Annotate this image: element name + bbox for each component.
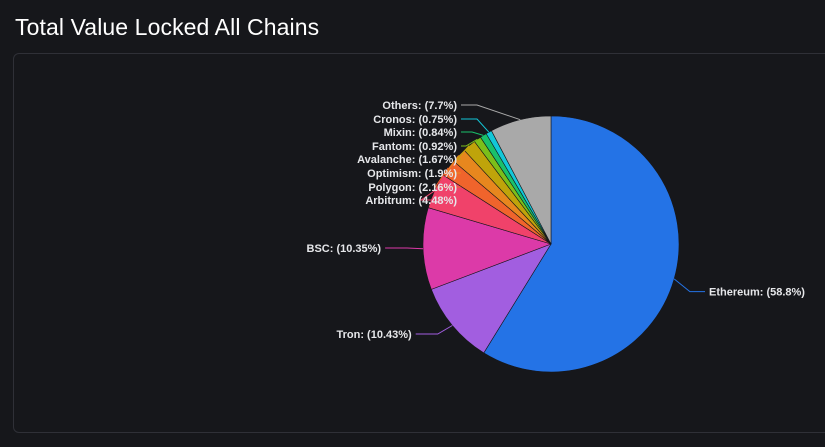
leader-line-fantom <box>461 138 478 147</box>
slice-label-tron: Tron: (10.43%) <box>337 329 413 341</box>
leader-line-optimism <box>445 155 461 174</box>
leader-line-polygon <box>434 167 461 188</box>
leader-line-arbitrum <box>419 190 461 201</box>
slice-label-avalanche: Avalanche: (1.67%) <box>357 154 457 166</box>
slice-label-mixin: Mixin: (0.84%) <box>384 127 458 139</box>
pie-slice-bsc[interactable] <box>422 207 552 290</box>
page-title: Total Value Locked All Chains <box>15 14 320 40</box>
slice-label-fantom: Fantom: (0.92%) <box>372 141 457 153</box>
slice-label-bsc: BSC: (10.35%) <box>307 243 382 255</box>
chart-panel: Ethereum: (58.8%) Tron: (10.43%) BSC: (10.… <box>13 53 825 433</box>
slice-label-ethereum: Ethereum: (58.8%) <box>709 287 805 299</box>
pie-chart: Ethereum: (58.8%) Tron: (10.43%) BSC: (10.… <box>307 100 805 373</box>
slice-label-polygon: Polygon: (2.16%) <box>368 182 457 194</box>
pie-slice-ethereum[interactable] <box>483 115 680 373</box>
slice-label-optimism: Optimism: (1.9%) <box>367 168 457 180</box>
pie-slice-others[interactable] <box>491 115 552 245</box>
leader-line-bsc <box>385 247 424 250</box>
leader-line-tron <box>415 325 453 335</box>
leader-line-others <box>461 104 521 121</box>
pie-slice-tron[interactable] <box>430 243 552 354</box>
slice-label-cronos: Cronos: (0.75%) <box>373 114 457 126</box>
slice-label-arbitrum: Arbitrum: (4.48%) <box>365 195 457 207</box>
leader-line-cronos <box>461 118 490 133</box>
leader-line-avalanche <box>456 145 470 160</box>
leader-line-ethereum <box>673 278 705 293</box>
leader-line-mixin <box>461 131 484 136</box>
slice-label-others: Others: (7.7%) <box>382 100 457 112</box>
